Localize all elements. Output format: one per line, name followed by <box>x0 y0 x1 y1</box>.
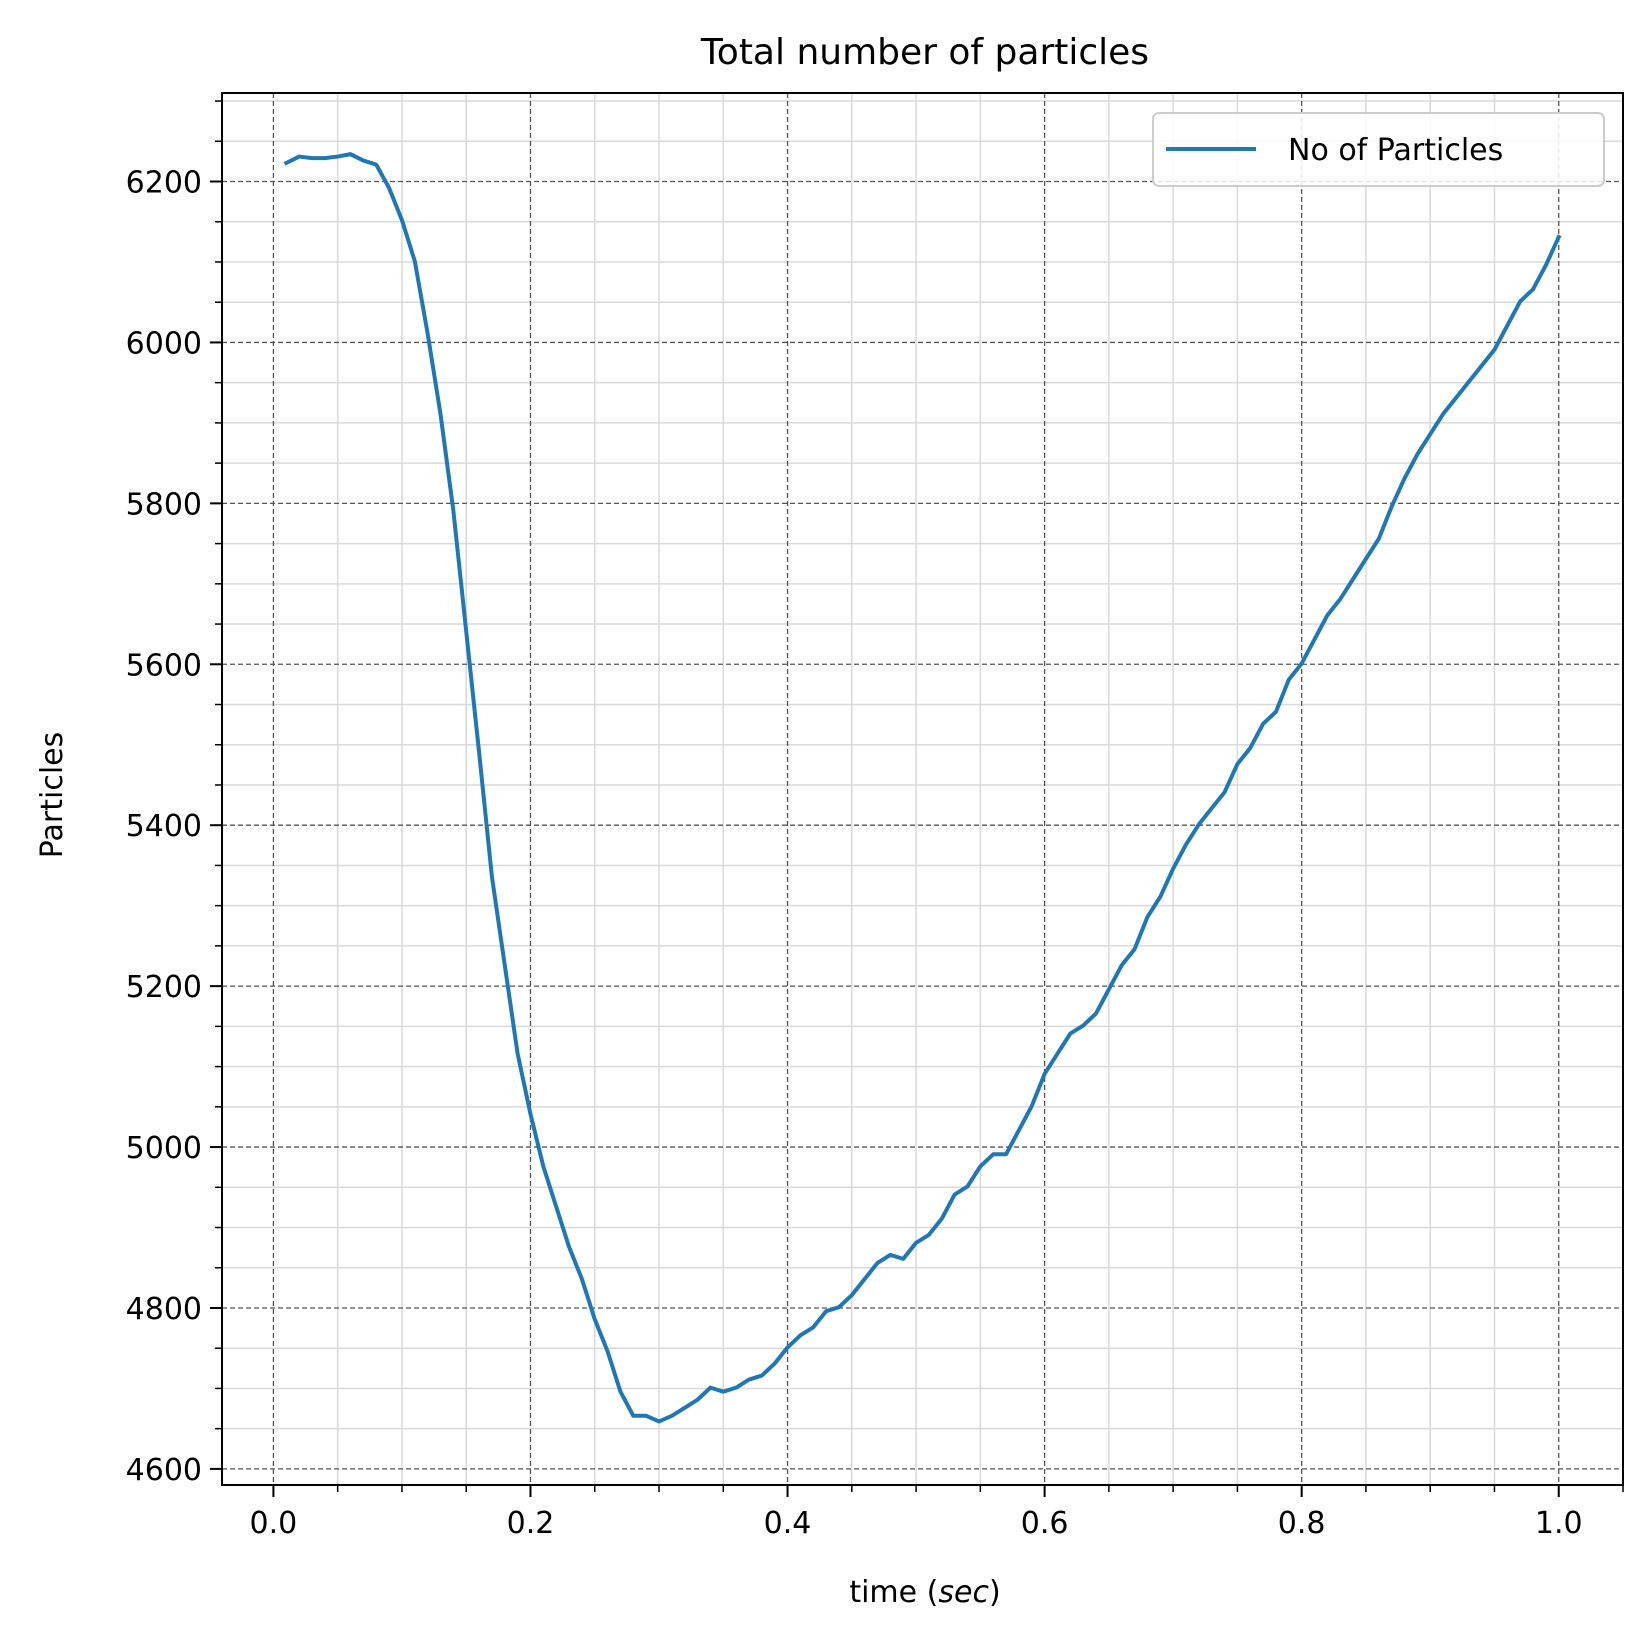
y-tick-label: 6200 <box>126 166 202 201</box>
plot-frame <box>221 92 1624 1486</box>
x-axis-label-text: time ( <box>849 1575 938 1610</box>
minor-grid <box>222 93 1624 1485</box>
x-axis-label: time (sec) <box>849 1575 1000 1610</box>
x-tick-label: 0.8 <box>1278 1506 1326 1541</box>
x-tick-label: 0.2 <box>507 1506 555 1541</box>
y-tick-label: 5200 <box>126 970 202 1005</box>
y-tick-label: 6000 <box>126 326 202 361</box>
y-tick-label: 5400 <box>126 809 202 844</box>
x-tick-label: 0.4 <box>764 1506 812 1541</box>
y-tick-label: 5800 <box>126 487 202 522</box>
y-tick-labels: 4600 4800 5000 5200 5400 5600 5800 6000 6200 <box>126 166 202 1488</box>
series-line-no-of-particles <box>283 152 1562 1424</box>
major-grid <box>222 93 1623 1485</box>
x-tick-label: 1.0 <box>1535 1506 1583 1541</box>
x-tick-label: 0.0 <box>250 1506 298 1541</box>
y-tick-label: 5000 <box>126 1131 202 1166</box>
y-tick-label: 5600 <box>126 648 202 683</box>
legend: No of Particles <box>1152 112 1605 187</box>
y-axis-label: Particles <box>35 732 70 858</box>
legend-label: No of Particles <box>1288 133 1503 168</box>
x-axis-label-close: ) <box>989 1575 1001 1610</box>
x-axis-label-unit: sec <box>938 1575 989 1610</box>
x-tick-label: 0.6 <box>1021 1506 1069 1541</box>
y-tick-label: 4600 <box>126 1453 202 1488</box>
series-layer <box>283 152 1562 1424</box>
x-tick-labels: 0.0 0.2 0.4 0.6 0.8 1.0 <box>250 1506 1583 1541</box>
y-tick-label: 4800 <box>126 1292 202 1327</box>
legend-box <box>1152 112 1605 187</box>
chart-title: Total number of particles <box>700 32 1149 73</box>
ticks-layer <box>210 100 1624 1497</box>
